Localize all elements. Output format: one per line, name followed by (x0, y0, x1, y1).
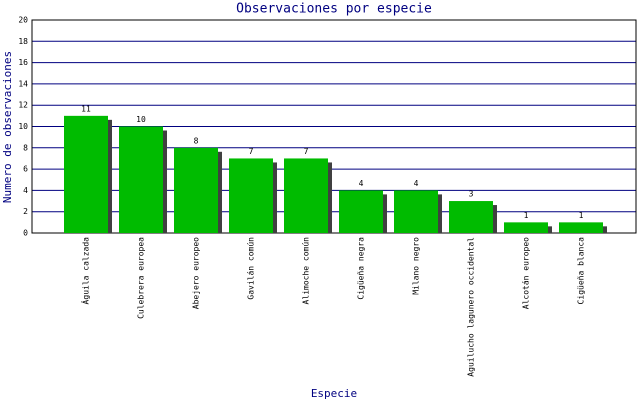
x-tick-label: Culebrera europea (137, 237, 146, 319)
y-tick-label: 18 (18, 37, 28, 46)
bar (504, 222, 548, 233)
y-tick-label: 2 (23, 207, 28, 216)
bar (559, 222, 603, 233)
x-tick-label: Gavilán común (247, 237, 256, 300)
x-axis-title: Especie (311, 387, 357, 400)
x-tick-label: Milano negro (412, 237, 421, 295)
bar (449, 201, 493, 233)
value-label: 1 (524, 211, 529, 220)
x-tick-label: Aguilucho lagunero occidental (467, 237, 476, 377)
y-tick-label: 14 (18, 79, 28, 88)
x-tick-label: Cigüeña blanca (577, 237, 586, 305)
y-tick-label: 6 (23, 165, 28, 174)
bar (394, 190, 438, 233)
y-axis-title: Numero de observaciones (1, 51, 14, 203)
y-tick-label: 20 (18, 16, 28, 25)
bar (284, 158, 328, 233)
x-tick-label: Alcotán europeo (522, 237, 531, 309)
y-tick-label: 10 (18, 122, 28, 131)
value-label: 10 (136, 115, 146, 124)
y-tick-label: 12 (18, 101, 28, 110)
chart-title: Observaciones por especie (236, 2, 432, 17)
bar (174, 147, 218, 233)
x-tick-label: Cigüeña negra (357, 237, 366, 300)
x-tick-label: Alimoche común (302, 237, 311, 305)
y-tick-label: 4 (23, 186, 28, 195)
bar (339, 190, 383, 233)
x-tick-label: Abejero europeo (192, 237, 201, 309)
bar (64, 115, 108, 233)
value-label: 7 (249, 147, 254, 156)
x-tick-label: Águila calzada (80, 237, 91, 305)
value-label: 1 (579, 211, 584, 220)
y-tick-label: 8 (23, 143, 28, 152)
value-label: 4 (414, 179, 419, 188)
value-label: 3 (469, 190, 474, 199)
value-label: 4 (359, 179, 364, 188)
plot-frame (31, 19, 637, 234)
value-label: 11 (81, 104, 91, 113)
bar (119, 126, 163, 233)
bar (229, 158, 273, 233)
value-label: 8 (194, 136, 199, 145)
y-tick-label: 16 (18, 58, 28, 67)
y-tick-label: 0 (23, 229, 28, 238)
value-label: 7 (304, 147, 309, 156)
